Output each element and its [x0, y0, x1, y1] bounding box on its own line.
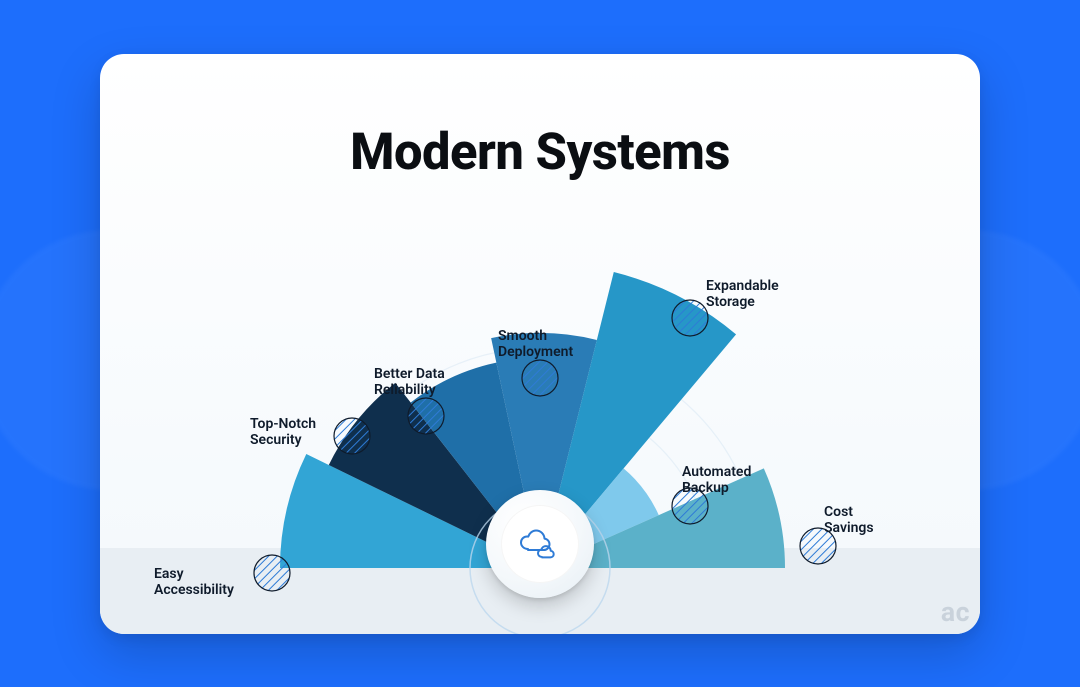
label-automated-backup: Automated Backup [682, 464, 751, 498]
badge-smooth-deployment [522, 360, 558, 396]
watermark-text: ac [941, 596, 970, 628]
hub-circle [486, 490, 594, 598]
badge-easy-accessibility [254, 555, 290, 591]
label-better-data-reliability: Better Data Reliability [374, 366, 445, 400]
label-easy-accessibility: Easy Accessibility [154, 566, 234, 600]
label-smooth-deployment: Smooth Deployment [498, 328, 573, 362]
label-cost-savings: Cost Savings [824, 504, 874, 538]
badge-better-data-reliability [408, 398, 444, 434]
hub-inner [501, 505, 579, 583]
badge-top-notch-security [334, 418, 370, 454]
label-expandable-storage: Expandable Storage [706, 278, 779, 312]
stage: Modern Systems ac Easy AccessibilityTop-… [0, 0, 1080, 687]
infographic-card: Modern Systems ac Easy AccessibilityTop-… [100, 54, 980, 634]
cloud-icon [517, 527, 563, 561]
badge-expandable-storage [672, 300, 708, 336]
label-top-notch-security: Top-Notch Security [250, 416, 316, 450]
